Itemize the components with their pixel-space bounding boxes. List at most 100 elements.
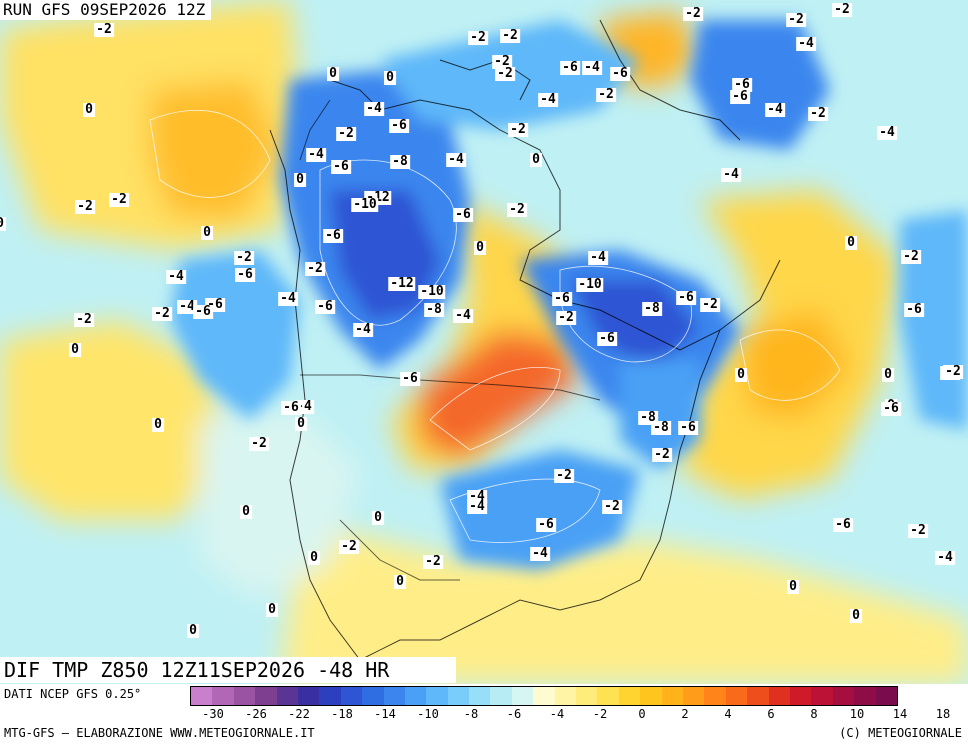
legend-swatch [725, 687, 748, 705]
run-title: RUN GFS 09SEP2026 12Z [0, 0, 212, 20]
legend-swatch [490, 687, 512, 705]
contour-label: -2 [556, 310, 576, 325]
contour-label: -2 [786, 12, 806, 27]
contour-label: -2 [832, 2, 852, 17]
legend-swatch [811, 687, 833, 705]
contour-label: 0 [474, 240, 486, 255]
contour-label: -4 [538, 92, 558, 107]
contour-label: -6 [453, 207, 473, 222]
contour-label: 0 [69, 342, 81, 357]
contour-label: -2 [74, 312, 94, 327]
contour-label: -6 [678, 420, 698, 435]
legend-swatch [832, 687, 855, 705]
contour-label: -2 [495, 66, 515, 81]
contour-label: -10 [576, 277, 604, 292]
contour-label: -4 [877, 125, 897, 140]
contour-label: -2 [500, 28, 520, 43]
contour-label: -10 [351, 197, 379, 212]
contour-label: -4 [721, 167, 741, 182]
legend-swatch [511, 687, 534, 705]
contour-label: -6 [904, 302, 924, 317]
contour-label: -6 [235, 267, 255, 282]
legend-swatch [426, 687, 448, 705]
contour-label: 0 [201, 225, 213, 240]
contour-label: -6 [331, 159, 351, 174]
contour-label: -4 [306, 147, 326, 162]
legend-swatch [576, 687, 598, 705]
legend-swatch [404, 687, 427, 705]
legend-swatch [875, 687, 897, 705]
contour-label: -2 [652, 447, 672, 462]
contour-label: -2 [943, 364, 963, 379]
contour-label: -4 [278, 291, 298, 306]
legend-tick-label: -18 [331, 707, 353, 721]
contour-label: 0 [187, 623, 199, 638]
footer-credit: MTG-GFS – ELABORAZIONE WWW.METEOGIORNALE… [4, 726, 315, 740]
cold-southeast [440, 450, 640, 570]
legend-tick-label: -14 [374, 707, 396, 721]
legend-swatch [533, 687, 555, 705]
legend-swatch [640, 687, 662, 705]
legend-swatch [255, 687, 277, 705]
legend-swatch [362, 687, 384, 705]
legend-tick-label: -26 [245, 707, 267, 721]
legend-swatch [618, 687, 641, 705]
legend-swatch [854, 687, 876, 705]
contour-label: -4 [796, 36, 816, 51]
contour-label: -2 [507, 202, 527, 217]
footer-copyright: (C) METEOGIORNALE [839, 726, 962, 740]
contour-label: -2 [901, 249, 921, 264]
contour-label: -6 [389, 118, 409, 133]
contour-label: 0 [83, 102, 95, 117]
cold-anomaly-fill [170, 20, 968, 570]
warm-core-alaska [150, 80, 280, 220]
contour-label: 0 [308, 550, 320, 565]
contour-label: 0 [327, 66, 339, 81]
contour-label: -4 [166, 269, 186, 284]
contour-label: -8 [390, 154, 410, 169]
contour-label: 0 [152, 417, 164, 432]
legend-swatch [661, 687, 683, 705]
contour-label: -6 [315, 299, 335, 314]
borders [299, 99, 601, 581]
contour-label: -10 [418, 284, 446, 299]
contour-label: -6 [732, 77, 752, 92]
contour-label: -6 [560, 60, 580, 75]
contour-label: -4 [530, 546, 550, 561]
contour-label: -6 [281, 400, 301, 415]
contour-label: -2 [700, 297, 720, 312]
contour-label: -2 [908, 523, 928, 538]
warm-core-plains [420, 330, 580, 460]
contour-label: -6 [536, 517, 556, 532]
cool-southwest [200, 410, 360, 600]
contour-label: -4 [446, 152, 466, 167]
contour-label: -6 [552, 291, 572, 306]
legend-tick-label: 2 [681, 707, 689, 721]
warm-core-atlantic [740, 310, 850, 420]
contour-label: -6 [881, 401, 901, 416]
contour-label: 0 [294, 172, 306, 187]
contour-label: -2 [554, 468, 574, 483]
legend-swatch [233, 687, 256, 705]
contour-label: -6 [676, 290, 696, 305]
cold-ocean-south [620, 360, 700, 470]
legend-tick-label: -22 [288, 707, 310, 721]
field-title: DIF TMP Z850 12Z11SEP2026 -48 HR [0, 657, 456, 683]
contour-label: 0 [882, 367, 894, 382]
contour-label: -2 [75, 199, 95, 214]
contour-label: 0 [266, 602, 278, 617]
contour-label: -2 [602, 499, 622, 514]
anomaly-fill [0, 0, 968, 684]
legend-swatch [597, 687, 619, 705]
contour-label: 0 [735, 367, 747, 382]
legend-swatch [704, 687, 726, 705]
legend-tick-label: -2 [592, 707, 608, 721]
contour-label: -4 [177, 299, 197, 314]
contour-label: -12 [388, 276, 416, 291]
temperature-anomaly-map [0, 0, 968, 684]
legend-swatch [297, 687, 320, 705]
contour-label: -6 [730, 89, 750, 104]
contour-label: 0 [240, 504, 252, 519]
legend-tick-label: 8 [810, 707, 818, 721]
